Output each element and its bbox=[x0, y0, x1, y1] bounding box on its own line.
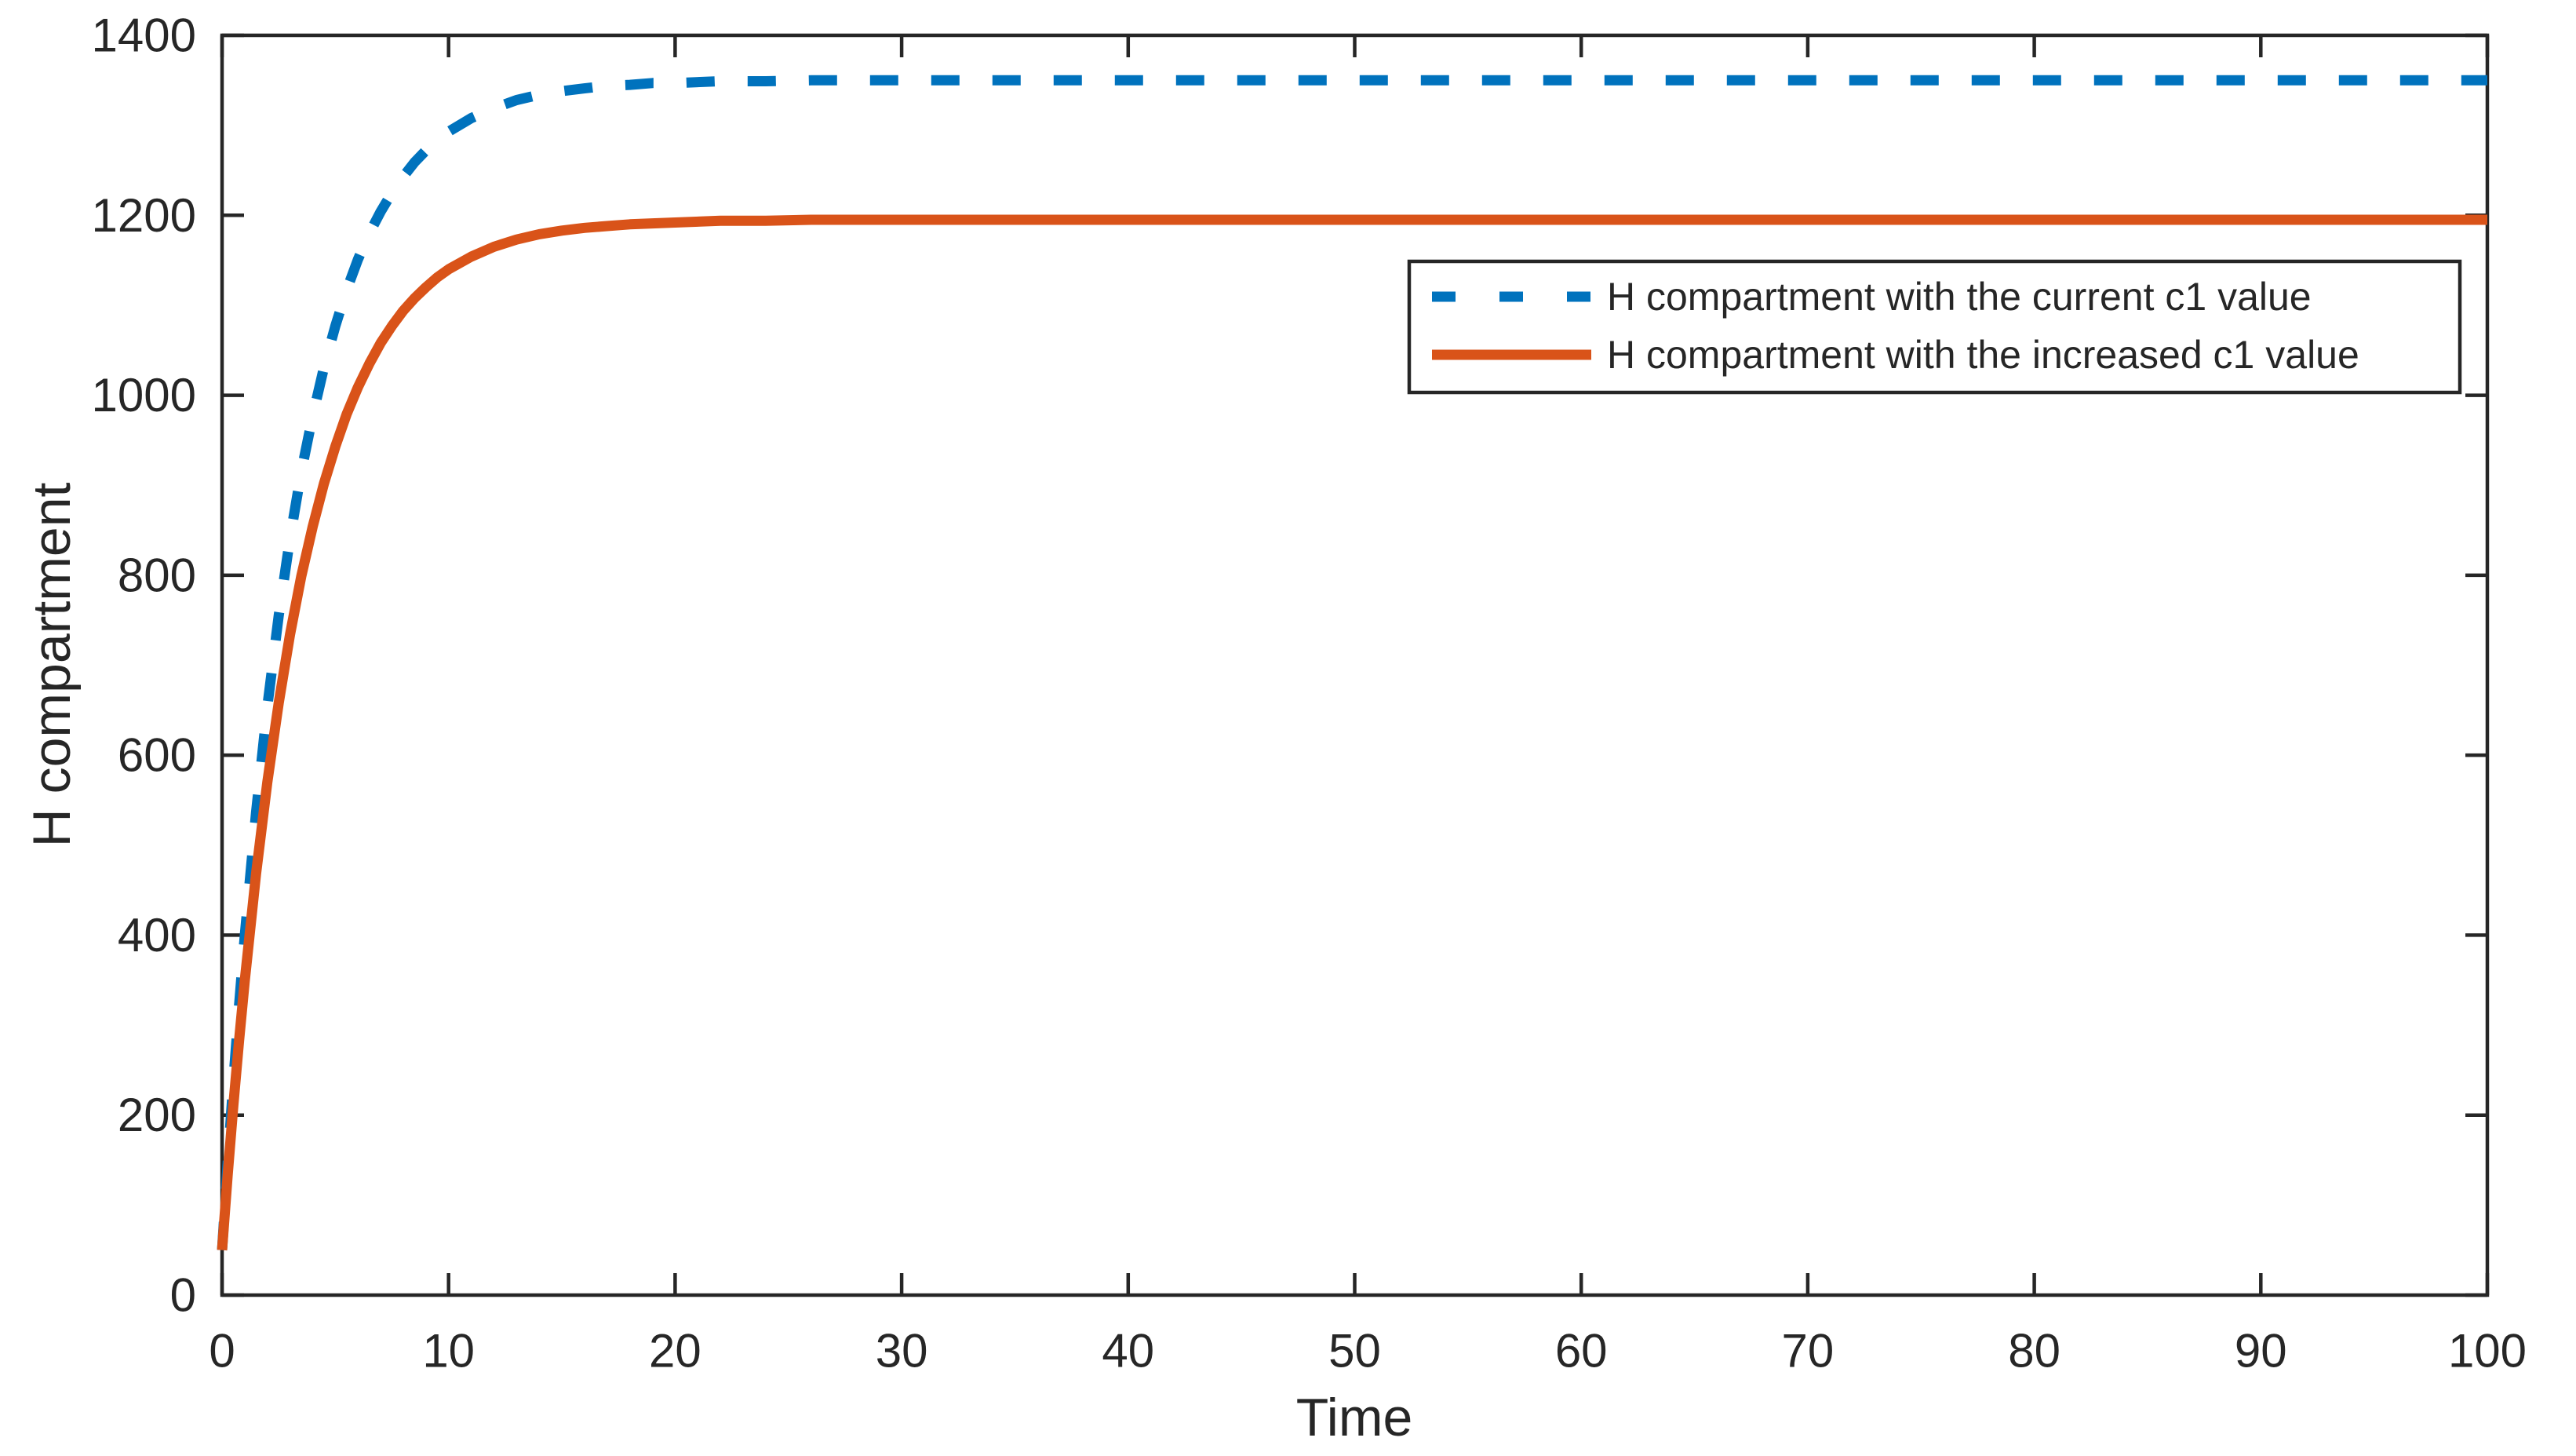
y-tick-label: 1200 bbox=[92, 189, 196, 242]
legend-entry-current-c1: H compartment with the current c1 value bbox=[1432, 275, 2312, 319]
legend: H compartment with the current c1 value … bbox=[1407, 259, 2462, 395]
x-tick-label: 10 bbox=[422, 1325, 475, 1378]
legend-entry-label: H compartment with the increased c1 valu… bbox=[1607, 333, 2359, 377]
x-tick-label: 90 bbox=[2235, 1325, 2287, 1378]
x-tick-label: 50 bbox=[1328, 1325, 1381, 1378]
y-tick-label: 1400 bbox=[92, 9, 196, 62]
x-tick-label: 0 bbox=[209, 1325, 235, 1378]
legend-entry-label: H compartment with the current c1 value bbox=[1607, 275, 2312, 319]
x-tick-label: 40 bbox=[1102, 1325, 1154, 1378]
legend-box bbox=[1407, 259, 2462, 395]
axes-layer: 0 10 20 30 40 50 60 70 80 90 100020040060080010001… bbox=[92, 9, 2527, 1378]
series-layer bbox=[217, 75, 2487, 1251]
x-tick-label: 30 bbox=[876, 1325, 928, 1378]
legend-entry-increased-c1: H compartment with the increased c1 valu… bbox=[1432, 333, 2359, 377]
y-tick-label: 800 bbox=[118, 549, 196, 601]
y-tick-label: 0 bbox=[170, 1269, 196, 1322]
x-axis-label: Time bbox=[1296, 1388, 1413, 1447]
x-tick-label: 20 bbox=[649, 1325, 701, 1378]
x-tick-label: 70 bbox=[1782, 1325, 1835, 1378]
y-tick-label: 600 bbox=[118, 729, 196, 782]
x-tick-label: 80 bbox=[2008, 1325, 2060, 1378]
series-line-increased-c1 bbox=[217, 214, 2487, 1251]
x-tick-label: 100 bbox=[2448, 1325, 2527, 1378]
y-tick-label: 200 bbox=[118, 1089, 196, 1141]
y-axis-label: H compartment bbox=[22, 482, 82, 847]
series-line-current-c1 bbox=[217, 75, 2487, 1251]
x-tick-label: 60 bbox=[1555, 1325, 1608, 1378]
y-tick-label: 1000 bbox=[92, 369, 196, 421]
y-tick-label: 400 bbox=[118, 909, 196, 962]
